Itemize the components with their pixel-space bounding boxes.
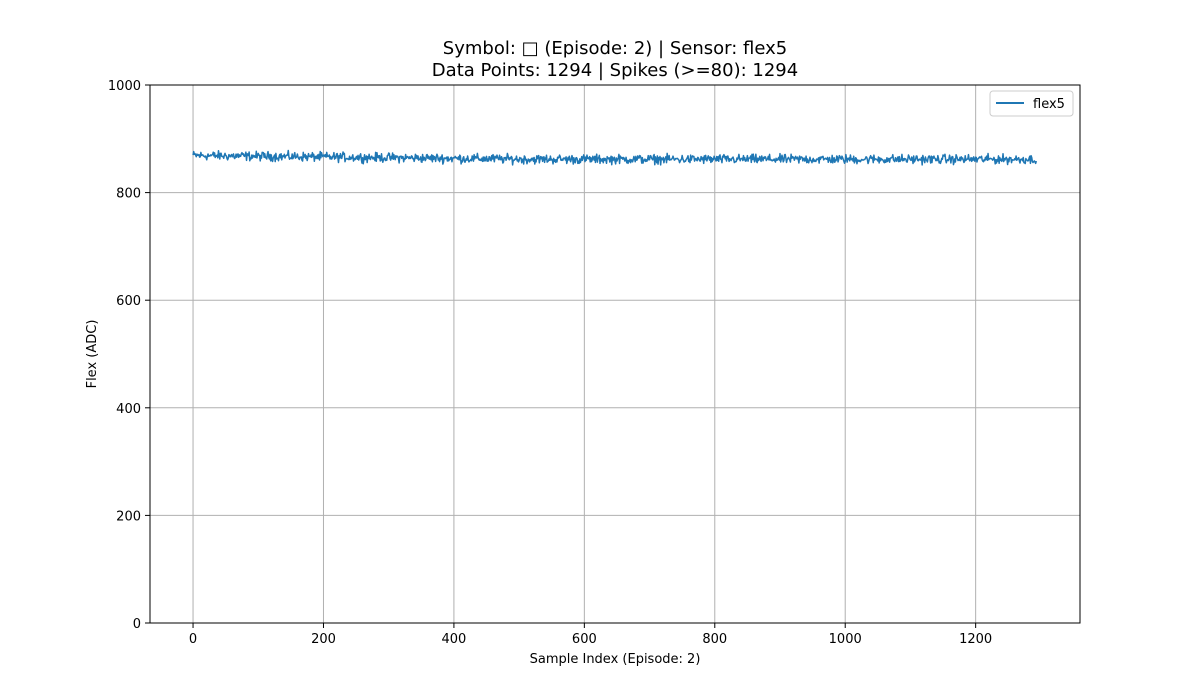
chart-title-line-1: Symbol: □ (Episode: 2) | Sensor: flex5 bbox=[443, 38, 787, 59]
series-layer bbox=[192, 149, 1038, 166]
axis-ticks: 0 200 400 600 800 1000 1200 0 200 400 600 800 1000 bbox=[108, 79, 992, 647]
y-tick-label: 0 bbox=[133, 617, 141, 632]
y-tick-label: 600 bbox=[116, 294, 141, 309]
legend-box bbox=[989, 90, 1074, 117]
y-tick-label: 400 bbox=[116, 402, 141, 417]
x-tick-label: 0 bbox=[189, 632, 197, 647]
series-line-flex5 bbox=[192, 149, 1038, 166]
x-tick-label: 600 bbox=[572, 632, 597, 647]
legend-entry-flex5: flex5 bbox=[1033, 97, 1065, 112]
x-axis-label: Sample Index (Episode: 2) bbox=[530, 652, 701, 667]
grid-lines bbox=[150, 84, 1080, 624]
legend: flex5 bbox=[989, 90, 1074, 117]
plot-area-frame bbox=[149, 84, 1081, 624]
y-tick-label: 800 bbox=[116, 187, 141, 202]
x-tick-label: 1000 bbox=[829, 632, 862, 647]
x-tick-label: 400 bbox=[441, 632, 466, 647]
x-tick-label: 800 bbox=[702, 632, 727, 647]
y-axis-label: Flex (ADC) bbox=[85, 320, 100, 389]
x-tick-label: 200 bbox=[311, 632, 336, 647]
x-tick-label: 1200 bbox=[959, 632, 992, 647]
y-tick-label: 200 bbox=[116, 509, 141, 524]
chart-title-line-2: Data Points: 1294 | Spikes (>=80): 1294 bbox=[432, 60, 798, 81]
y-tick-label: 1000 bbox=[108, 79, 141, 94]
